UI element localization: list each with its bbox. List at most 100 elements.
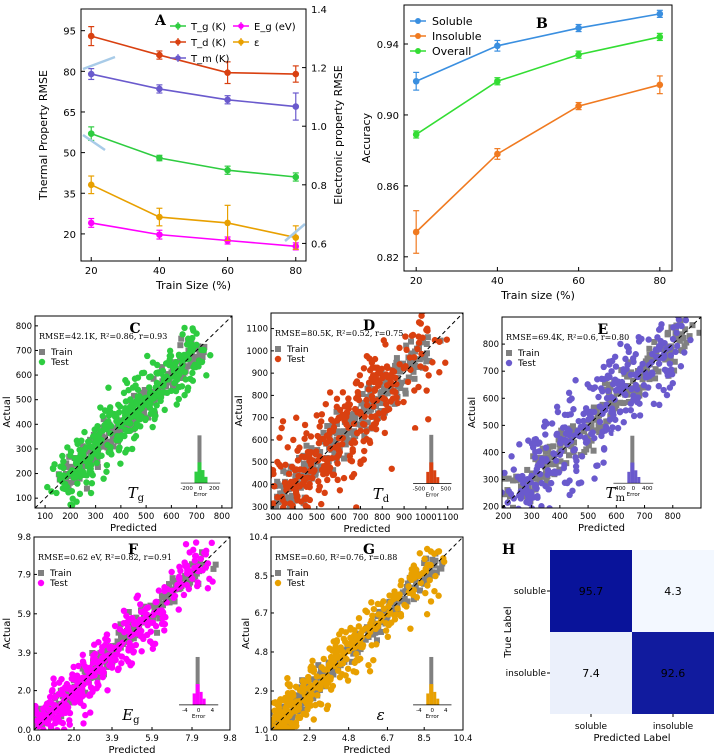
test-point <box>502 469 508 477</box>
axis-arrow-left <box>82 55 116 71</box>
test-point <box>416 550 423 557</box>
train-point <box>42 730 48 736</box>
test-point <box>323 705 331 713</box>
y-tick-label: 400 <box>483 448 499 458</box>
test-point <box>341 414 349 421</box>
series-tm <box>87 68 300 121</box>
test-point <box>117 460 124 467</box>
test-point <box>348 457 356 465</box>
y-axis-label: Actual <box>467 397 478 428</box>
test-point <box>129 445 136 453</box>
train-point <box>696 329 701 336</box>
train-point <box>686 333 693 340</box>
test-point <box>553 431 560 439</box>
train-point <box>64 463 71 470</box>
test-point <box>357 427 364 434</box>
cm-y-axis-label: True Label <box>503 606 514 658</box>
test-point <box>627 371 635 378</box>
test-point <box>86 664 93 671</box>
x-axis-label: Train Size (%) <box>155 279 231 292</box>
test-point <box>79 651 87 659</box>
x-tick-label: 0.0 <box>27 734 41 744</box>
test-point <box>203 372 210 379</box>
test-point <box>575 417 582 425</box>
test-point <box>160 389 168 396</box>
test-point <box>360 365 368 372</box>
test-point <box>318 411 326 418</box>
test-point <box>80 720 87 727</box>
test-point <box>350 470 358 478</box>
test-point <box>542 444 550 451</box>
test-point <box>305 673 312 681</box>
data-point <box>575 102 582 110</box>
test-point <box>306 480 313 488</box>
test-point <box>270 747 276 753</box>
inset-train-bar <box>630 435 635 484</box>
train-point <box>320 429 327 436</box>
train-point <box>406 361 413 368</box>
test-point <box>294 457 302 464</box>
train-point <box>333 421 340 428</box>
test-point <box>580 417 587 425</box>
test-point <box>192 539 200 546</box>
test-point <box>415 339 423 346</box>
panel-label: B <box>536 16 548 32</box>
test-point <box>405 588 413 596</box>
property-symbol: Td <box>373 485 390 505</box>
test-point <box>80 702 87 710</box>
y-tick-label: 100 <box>16 494 32 504</box>
test-point <box>628 385 635 393</box>
inset-test-bar <box>637 476 641 484</box>
train-point <box>345 437 352 444</box>
test-point <box>394 605 401 612</box>
data-point <box>87 181 95 189</box>
property-symbol-main: E <box>121 706 133 724</box>
test-point <box>655 360 663 367</box>
train-point <box>417 587 424 594</box>
series-eps <box>87 175 300 250</box>
test-point <box>281 527 287 533</box>
test-point <box>338 627 345 635</box>
test-point <box>175 395 182 403</box>
test-point <box>650 400 658 408</box>
legend-label-tm: T_m (K) <box>190 54 229 65</box>
test-point <box>608 393 615 401</box>
data-point <box>87 70 95 78</box>
legend-marker <box>238 39 244 45</box>
panel-label: D <box>363 318 375 334</box>
test-point <box>365 379 373 386</box>
x-tick-label: 4.8 <box>342 734 356 744</box>
y-tick-label: 500 <box>16 396 32 406</box>
train-point <box>115 629 122 636</box>
test-point <box>32 751 38 756</box>
test-point <box>627 406 634 414</box>
test-point <box>118 659 125 667</box>
test-point <box>101 407 109 414</box>
train-point <box>163 593 170 600</box>
test-point <box>561 479 569 486</box>
test-point <box>133 630 140 637</box>
scatter-points <box>32 539 219 756</box>
train-point <box>303 442 310 449</box>
y-tick-label: 10.4 <box>249 533 268 543</box>
test-point <box>280 725 287 730</box>
train-point <box>411 348 418 355</box>
test-point <box>515 518 521 524</box>
test-point <box>407 625 414 632</box>
test-point <box>591 384 599 391</box>
test-point <box>522 489 530 496</box>
test-point <box>121 432 128 440</box>
test-point <box>340 474 348 482</box>
test-point <box>429 359 436 366</box>
x-tick-label: 700 <box>352 513 368 523</box>
test-point <box>55 509 61 515</box>
test-point <box>547 479 555 487</box>
test-point <box>391 588 398 595</box>
test-point <box>155 587 163 594</box>
data-point <box>156 231 163 238</box>
test-point <box>374 600 382 608</box>
train-point <box>94 463 101 470</box>
test-point <box>182 540 190 548</box>
test-point <box>121 412 129 419</box>
test-point <box>281 479 289 486</box>
